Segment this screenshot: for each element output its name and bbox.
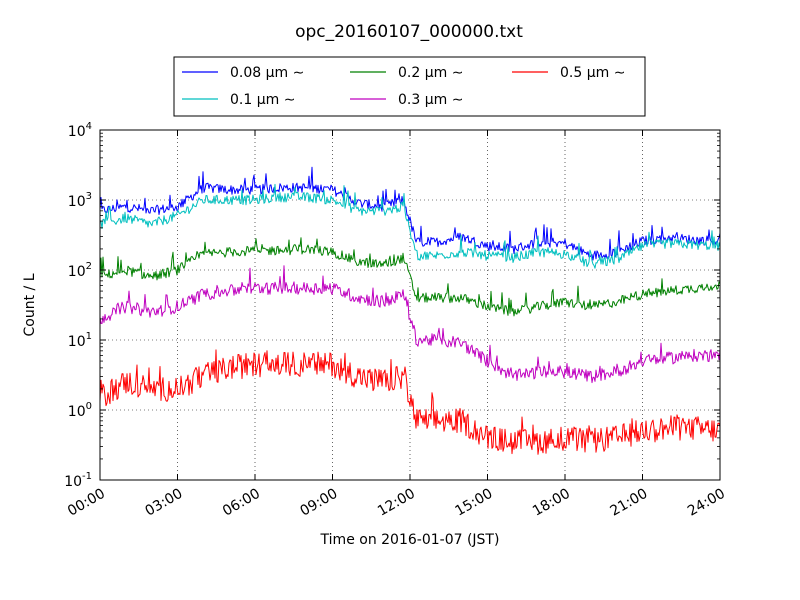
legend-label: 0.2 μm ∼	[398, 65, 463, 81]
y-tick-label: 100	[68, 401, 92, 420]
legend-label: 0.5 μm ∼	[560, 65, 625, 81]
x-tick-label: 24:00	[685, 486, 728, 520]
series-line-3	[99, 237, 721, 317]
x-tick-labels: 00:00 03:00 06:00 09:00 12:00 15:00 18:00 21:00…	[65, 486, 728, 520]
grid	[100, 130, 720, 480]
legend-box	[173, 56, 646, 117]
y-tick-label: 101	[68, 331, 92, 350]
x-tick-label: 12:00	[375, 486, 418, 520]
ticks	[99, 129, 721, 481]
series-line-5	[99, 349, 721, 455]
x-tick-label: 09:00	[298, 486, 341, 520]
y-tick-label: 104	[68, 121, 92, 140]
series-lines	[99, 166, 721, 455]
chart-title: opc_20160107_000000.txt	[295, 22, 523, 42]
x-tick-label: 15:00	[453, 486, 496, 520]
legend-label: 0.3 μm ∼	[398, 92, 463, 108]
x-tick-label: 18:00	[530, 486, 573, 520]
y-tick-label: 102	[68, 261, 92, 280]
x-axis-title: Time on 2016-01-07 (JST)	[320, 532, 500, 548]
x-tick-label: 03:00	[143, 486, 186, 520]
x-tick-label: 21:00	[608, 486, 651, 520]
legend-label: 0.1 μm ∼	[230, 92, 295, 108]
y-tick-label: 103	[68, 191, 92, 210]
series-line-4	[99, 265, 721, 384]
legend: 0.08 μm ∼ 0.1 μm ∼ 0.2 μm ∼ 0.3 μm ∼ 0.5 μm …	[182, 65, 625, 108]
x-tick-label: 00:00	[65, 486, 108, 520]
series-line-2	[99, 183, 721, 269]
y-tick-label: 10-1	[64, 471, 92, 490]
legend-label: 0.08 μm ∼	[230, 65, 304, 81]
y-tick-labels: 10-1 100 101 102 103 104	[64, 121, 92, 490]
x-tick-label: 06:00	[220, 486, 263, 520]
y-axis-title: Count / L	[22, 273, 38, 336]
